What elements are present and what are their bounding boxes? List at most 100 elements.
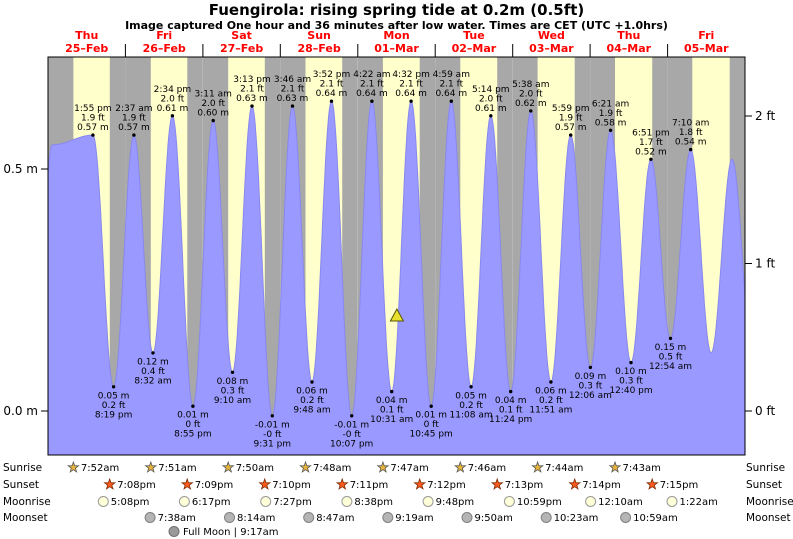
tide-event-dot: [629, 360, 633, 365]
svg-text:3:52 pm: 3:52 pm: [313, 70, 351, 80]
tide-event-dot: [469, 385, 473, 389]
svg-text:2.0 ft: 2.0 ft: [201, 99, 225, 109]
svg-text:0.06 m: 0.06 m: [535, 387, 567, 397]
svg-text:0.3 ft: 0.3 ft: [579, 381, 603, 391]
svg-text:28–Feb: 28–Feb: [297, 42, 340, 55]
tide-event-label: 6:51 pm1.7 ft0.52 m: [632, 128, 670, 157]
moonset-icon: [461, 512, 473, 523]
svg-text:0.62 m: 0.62 m: [515, 99, 547, 109]
svg-text:Thu: Thu: [75, 29, 98, 42]
svg-text:-0 ft: -0 ft: [263, 430, 282, 440]
svg-text:11:24 pm: 11:24 pm: [489, 415, 532, 425]
svg-text:4:59 am: 4:59 am: [433, 70, 470, 80]
tide-event-dot: [588, 365, 593, 370]
svg-text:1.7 ft: 1.7 ft: [639, 138, 663, 148]
moonrise-icon: [97, 496, 109, 507]
svg-text:3:13 pm: 3:13 pm: [233, 75, 271, 85]
moonrise-icon: [666, 496, 678, 507]
tide-event-dot: [230, 370, 235, 374]
svg-text:0.64 m: 0.64 m: [435, 89, 467, 99]
sunset-icon: [180, 477, 194, 490]
tide-event-dot: [170, 114, 175, 118]
y-axis-right-label: 0 ft: [755, 404, 775, 418]
astro-time: 10:23am: [554, 513, 599, 524]
svg-text:0.54 m: 0.54 m: [675, 138, 707, 148]
svg-text:5:59 pm: 5:59 pm: [552, 104, 590, 114]
tide-event-label: 6:21 am1.9 ft0.58 m: [592, 99, 629, 128]
tide-event-label: 0.06 m0.2 ft9:48 am: [293, 387, 330, 416]
tide-event-label: 3:11 am2.0 ft0.60 m: [195, 90, 232, 119]
tide-event-dot: [390, 389, 394, 394]
current-time-marker: [389, 307, 405, 322]
svg-text:0.60 m: 0.60 m: [197, 109, 229, 119]
tide-event-label: 3:46 am2.1 ft0.63 m: [274, 75, 311, 104]
tide-event-label: 4:22 am2.1 ft0.64 m: [353, 70, 390, 99]
svg-text:0 ft: 0 ft: [424, 420, 440, 430]
sunset-icon: [413, 477, 427, 490]
svg-text:-0.01 m: -0.01 m: [255, 420, 290, 430]
astro-time: 9:48pm: [436, 497, 475, 508]
astro-time: 10:59am: [633, 513, 678, 524]
svg-text:6:51 pm: 6:51 pm: [632, 128, 670, 138]
svg-text:2.1 ft: 2.1 ft: [399, 80, 423, 90]
svg-text:0.06 m: 0.06 m: [296, 387, 328, 397]
tide-event-label: 5:59 pm1.9 ft0.57 m: [552, 104, 590, 133]
svg-text:12:06 am: 12:06 am: [569, 391, 612, 401]
tide-event-label: 0.08 m0.3 ft9:10 am: [214, 377, 251, 406]
svg-text:10:45 pm: 10:45 pm: [410, 430, 453, 440]
tide-event-dot: [191, 404, 195, 408]
tide-event-dot: [310, 380, 314, 384]
tide-event-dot: [290, 104, 295, 108]
svg-text:03–Mar: 03–Mar: [529, 42, 574, 55]
sunrise-icon: [299, 460, 312, 473]
svg-text:0.1 ft: 0.1 ft: [380, 406, 404, 416]
svg-text:4:22 am: 4:22 am: [353, 70, 390, 80]
tide-event-label: 7:10 am1.8 ft0.54 m: [672, 119, 709, 148]
tide-event-dot: [270, 414, 274, 418]
svg-text:0.05 m: 0.05 m: [455, 391, 487, 401]
astro-time: 7:52am: [81, 463, 119, 474]
svg-text:7:10 am: 7:10 am: [672, 119, 709, 129]
tide-event-label: 4:59 am2.1 ft0.64 m: [433, 70, 470, 99]
astro-time: 7:48am: [313, 463, 351, 474]
y-axis-left-label: 0.5 m: [3, 162, 38, 176]
svg-text:Tue: Tue: [463, 29, 485, 42]
astro-time: 7:13pm: [505, 480, 544, 491]
svg-text:0.01 m: 0.01 m: [177, 411, 209, 421]
svg-text:5:14 pm: 5:14 pm: [472, 85, 510, 95]
astro-row-label-left: Sunset: [3, 479, 39, 491]
svg-text:0.2 ft: 0.2 ft: [539, 396, 563, 406]
tide-event-dot: [132, 133, 136, 137]
svg-text:0.12 m: 0.12 m: [137, 357, 169, 367]
svg-text:26–Feb: 26–Feb: [143, 42, 186, 55]
svg-text:0.61 m: 0.61 m: [475, 104, 507, 114]
astro-time: 7:11pm: [350, 480, 389, 491]
tide-event-label: 0.12 m0.4 ft8:32 am: [134, 357, 171, 386]
tide-event-label: 3:13 pm2.1 ft0.63 m: [233, 75, 271, 104]
tide-event-dot: [509, 389, 513, 394]
svg-text:0.10 m: 0.10 m: [615, 367, 647, 377]
y-axis-right-label: 1 ft: [755, 257, 775, 271]
svg-text:04–Mar: 04–Mar: [606, 42, 651, 55]
sunset-icon: [645, 477, 659, 490]
svg-text:12:54 am: 12:54 am: [649, 362, 692, 372]
astro-time: 7:38am: [158, 513, 196, 524]
tide-event-dot: [370, 99, 374, 103]
svg-text:8:19 pm: 8:19 pm: [95, 410, 133, 420]
moonrise-icon: [260, 496, 272, 507]
astro-time: 7:47am: [390, 463, 428, 474]
svg-text:27–Feb: 27–Feb: [220, 42, 263, 55]
svg-text:10:07 pm: 10:07 pm: [330, 439, 373, 449]
astro-time: 7:09pm: [195, 480, 234, 491]
svg-text:1.9 ft: 1.9 ft: [81, 114, 105, 124]
svg-text:05–Mar: 05–Mar: [684, 42, 729, 55]
svg-text:0.61 m: 0.61 m: [157, 104, 189, 114]
astro-time: 7:50am: [236, 463, 274, 474]
